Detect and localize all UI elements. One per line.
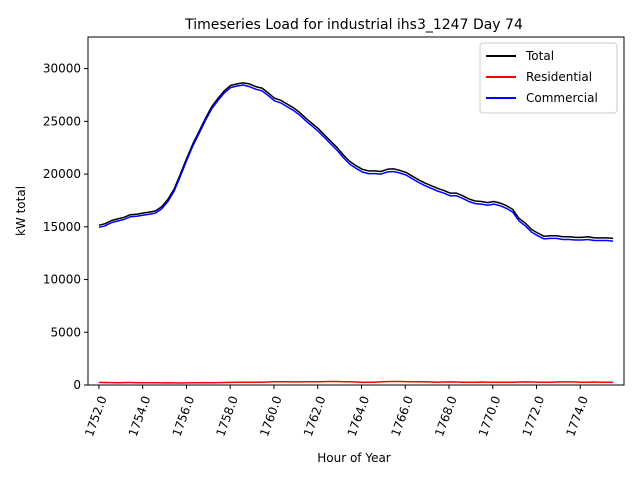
y-tick-label: 30000 bbox=[43, 62, 81, 76]
series-line-total bbox=[98, 82, 614, 240]
y-axis: 0 5000 10000 15000 20000 25000 30000 bbox=[43, 62, 88, 392]
legend: Total Residential Commercial bbox=[479, 42, 618, 114]
series-layer bbox=[98, 82, 614, 384]
legend-label-total: Total bbox=[525, 49, 554, 63]
legend-label-commercial: Commercial bbox=[526, 91, 598, 105]
plot-frame bbox=[87, 36, 625, 386]
series-line-residential bbox=[98, 380, 614, 384]
y-tick-label: 5000 bbox=[50, 325, 81, 339]
y-tick-label: 25000 bbox=[43, 114, 81, 128]
y-tick-label: 15000 bbox=[43, 220, 81, 234]
y-axis-label: kW total bbox=[14, 186, 28, 236]
x-axis-label: Hour of Year bbox=[317, 451, 391, 465]
y-tick-label: 10000 bbox=[43, 273, 81, 287]
series-line-commercial bbox=[98, 84, 614, 242]
y-tick-label: 0 bbox=[73, 378, 81, 392]
legend-box bbox=[479, 42, 618, 114]
y-tick-label: 20000 bbox=[43, 167, 81, 181]
legend-label-residential: Residential bbox=[526, 70, 592, 84]
chart-title: Timeseries Load for industrial ihs3_1247… bbox=[184, 17, 523, 33]
